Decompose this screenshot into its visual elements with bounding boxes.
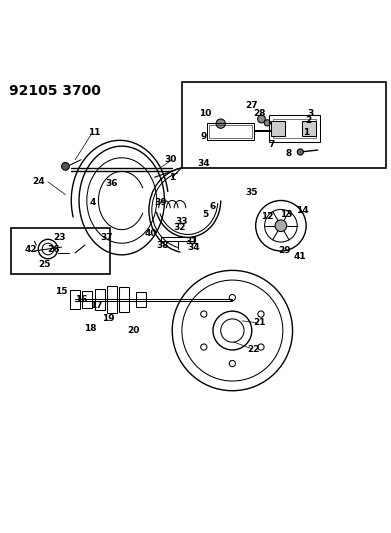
Text: 30: 30: [164, 155, 176, 164]
Text: 92105 3700: 92105 3700: [9, 84, 101, 98]
Text: 16: 16: [75, 295, 87, 304]
Text: 38: 38: [156, 240, 169, 249]
Text: 34: 34: [197, 159, 210, 168]
Text: 35: 35: [246, 188, 258, 197]
Text: 31: 31: [185, 237, 198, 246]
Text: 36: 36: [106, 179, 118, 188]
Bar: [136, 292, 146, 307]
Text: 6: 6: [210, 202, 216, 211]
Text: 4: 4: [90, 198, 96, 207]
Text: 22: 22: [248, 345, 260, 354]
Text: 5: 5: [202, 209, 208, 219]
Bar: [207, 123, 254, 140]
Text: 15: 15: [55, 287, 68, 296]
Text: 24: 24: [32, 176, 45, 185]
Bar: [107, 286, 117, 313]
Bar: [11, 228, 110, 274]
Bar: [82, 291, 92, 308]
Text: 32: 32: [174, 223, 186, 232]
Text: 34: 34: [187, 243, 200, 252]
Text: 14: 14: [296, 206, 308, 215]
Bar: [302, 121, 316, 136]
Bar: [161, 237, 196, 241]
Text: 1: 1: [303, 128, 309, 137]
Text: 18: 18: [84, 324, 97, 333]
Text: 20: 20: [127, 326, 140, 335]
Text: 42: 42: [24, 245, 37, 254]
Text: 41: 41: [294, 252, 307, 261]
Text: 17: 17: [90, 301, 103, 310]
Text: 2: 2: [305, 116, 311, 125]
Bar: [209, 125, 252, 139]
Bar: [182, 82, 386, 167]
Text: 11: 11: [88, 128, 101, 137]
Bar: [273, 119, 316, 139]
Text: 1: 1: [169, 173, 175, 182]
Circle shape: [258, 115, 265, 123]
Text: 19: 19: [102, 314, 115, 324]
Bar: [271, 121, 285, 136]
Text: 8: 8: [285, 149, 292, 158]
Text: 33: 33: [176, 217, 188, 227]
Bar: [95, 289, 106, 310]
Bar: [70, 290, 80, 309]
Text: 9: 9: [200, 132, 206, 141]
Circle shape: [216, 119, 225, 128]
Text: 29: 29: [278, 246, 291, 255]
Text: 25: 25: [38, 260, 50, 269]
Text: 10: 10: [199, 109, 212, 118]
Bar: [118, 287, 129, 312]
Circle shape: [275, 220, 287, 231]
Text: 21: 21: [253, 318, 266, 327]
Circle shape: [297, 149, 303, 155]
Text: 39: 39: [154, 198, 167, 207]
Text: 40: 40: [145, 229, 157, 238]
Text: 7: 7: [268, 140, 274, 149]
Circle shape: [61, 163, 69, 170]
Circle shape: [264, 120, 271, 126]
Text: 37: 37: [100, 233, 113, 242]
Text: 12: 12: [261, 212, 274, 221]
Text: 23: 23: [54, 233, 66, 242]
Text: 27: 27: [246, 101, 258, 110]
Text: 26: 26: [48, 245, 60, 254]
Text: 3: 3: [307, 109, 313, 118]
Text: 28: 28: [253, 109, 266, 118]
Bar: [269, 115, 320, 142]
Text: 13: 13: [280, 209, 293, 219]
